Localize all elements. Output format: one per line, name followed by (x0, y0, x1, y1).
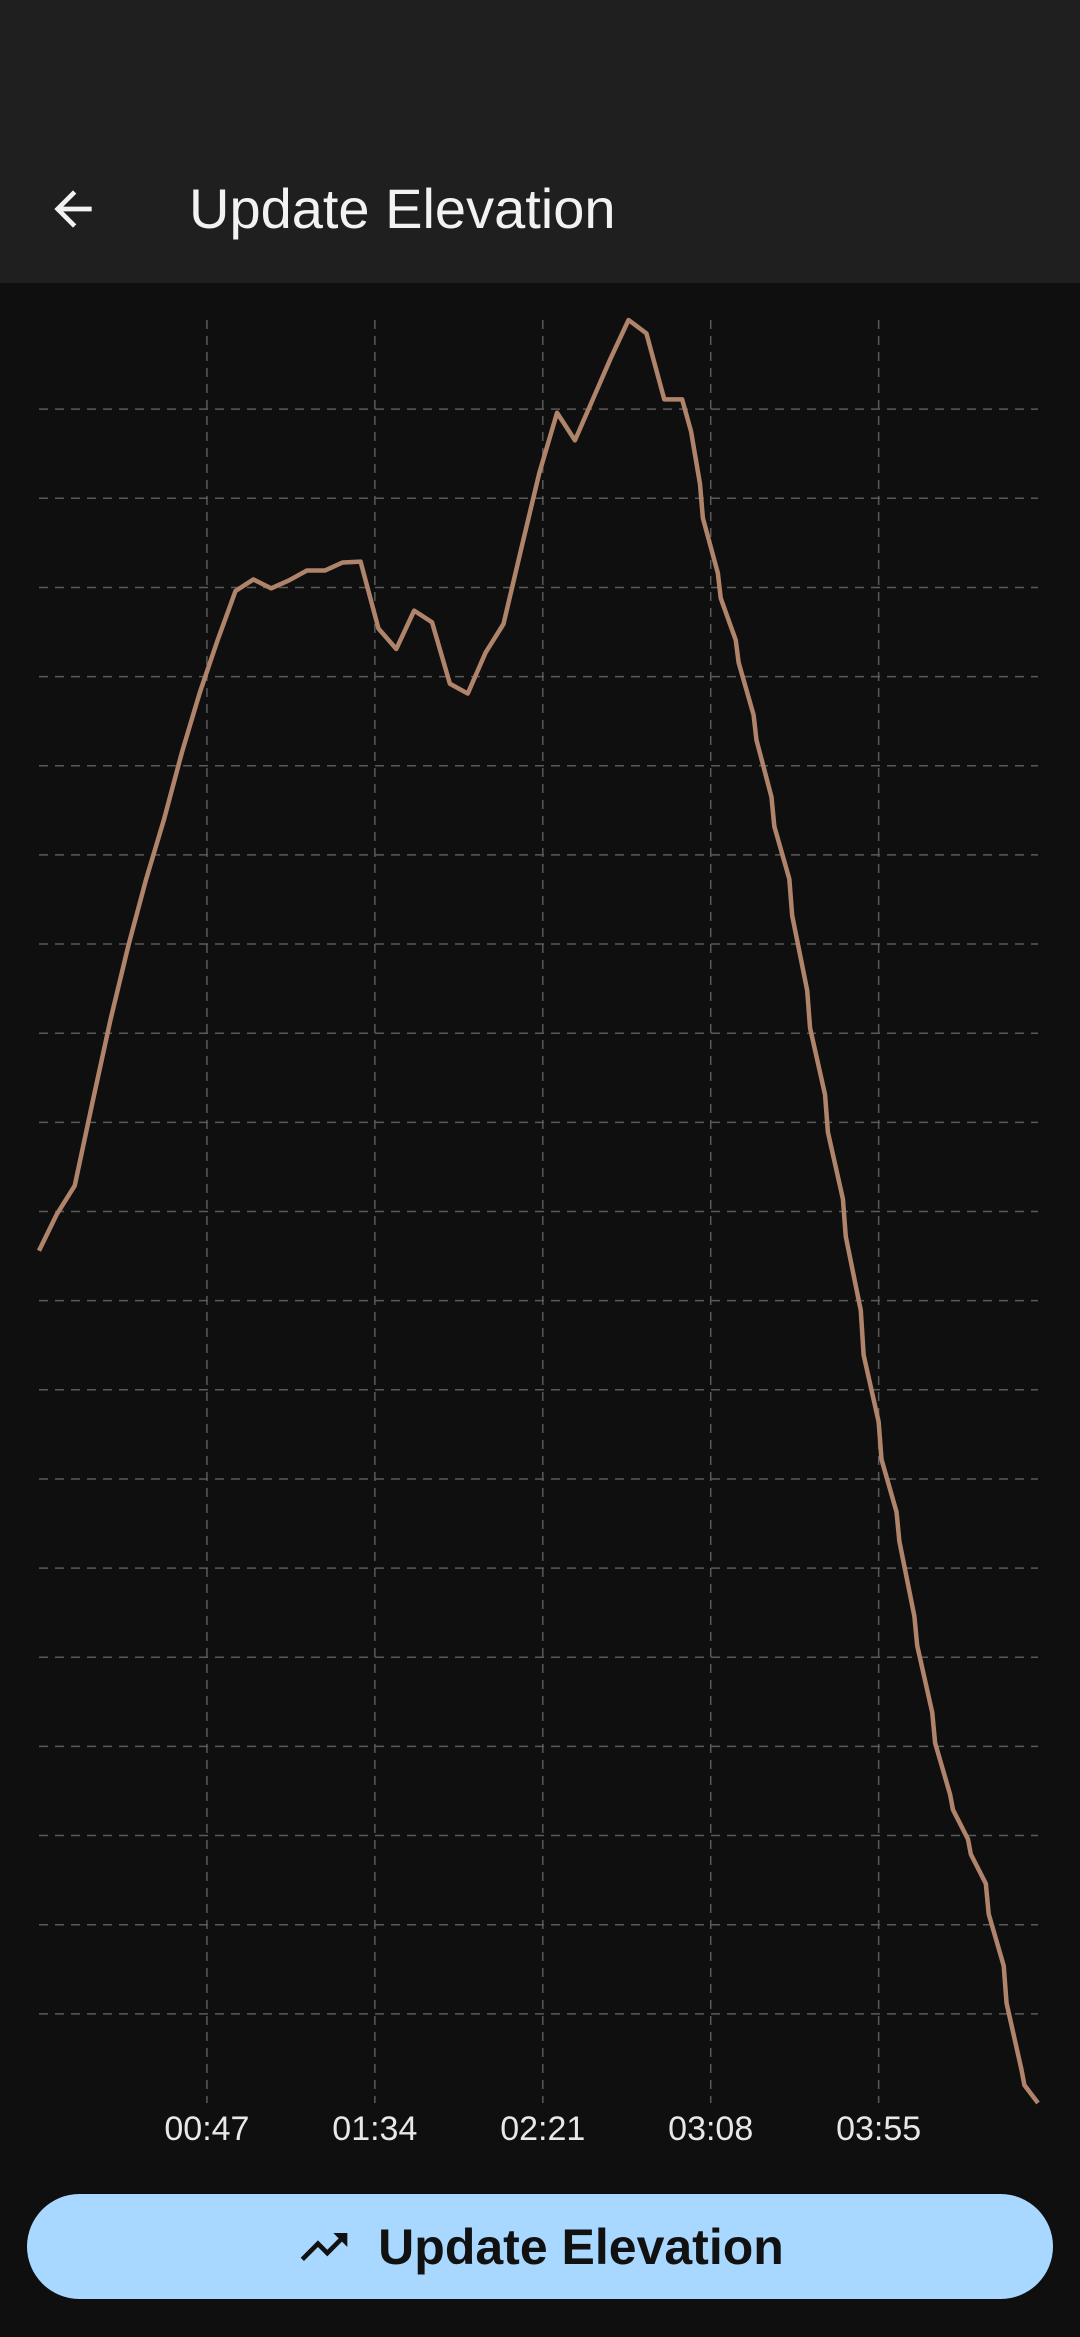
top-app-bar: Update Elevation (0, 0, 1080, 283)
x-tick-label: 00:47 (164, 2110, 249, 2148)
update-elevation-button[interactable]: Update Elevation (27, 2194, 1053, 2299)
button-label: Update Elevation (378, 2218, 784, 2275)
trending-icon (300, 2232, 348, 2261)
screen-title: Update Elevation (189, 177, 616, 240)
x-tick-label: 02:21 (500, 2110, 585, 2148)
back-button[interactable] (45, 181, 101, 237)
x-tick-label: 01:34 (332, 2110, 417, 2148)
x-tick-label: 03:08 (668, 2110, 753, 2148)
x-tick-label: 03:55 (836, 2110, 921, 2148)
elevation-line (36, 317, 1040, 2105)
elevation-chart: 00:47 01:34 02:21 03:08 03:55 (36, 317, 1040, 2148)
